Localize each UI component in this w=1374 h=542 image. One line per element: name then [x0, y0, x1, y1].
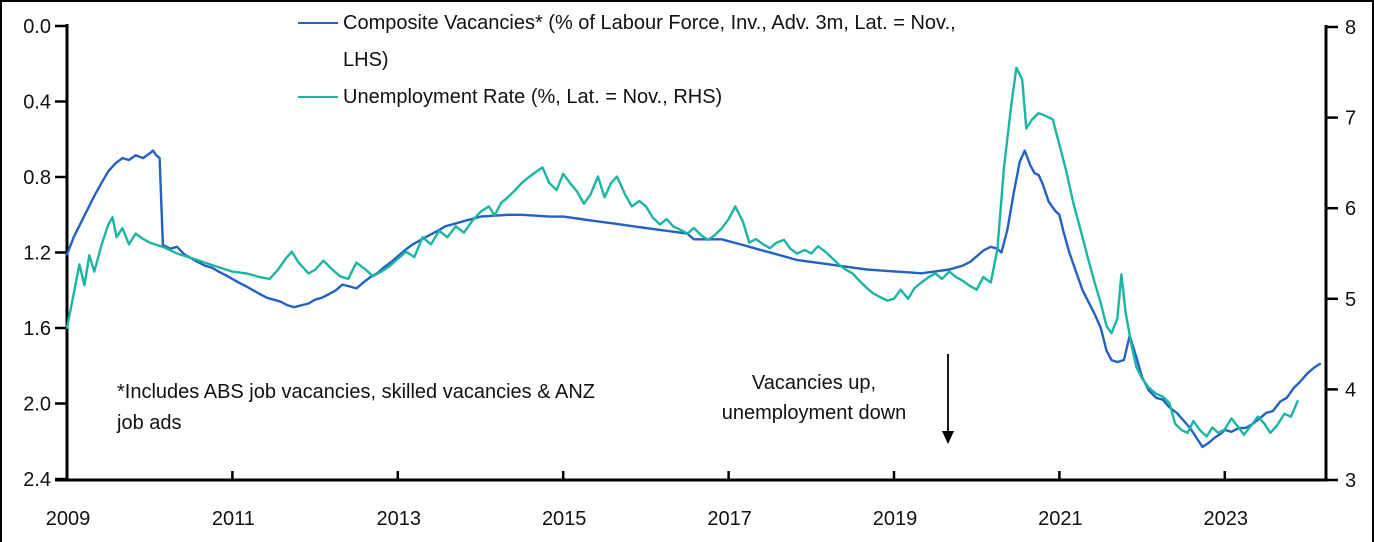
- y-left-tick-label: 0.4: [23, 92, 51, 114]
- vacancies-series-line: [65, 149, 1322, 449]
- x-tick-label: 2009: [46, 508, 91, 530]
- y-right-tick-label: 7: [1345, 108, 1356, 130]
- y-left-tick-label: 2.0: [23, 394, 51, 416]
- legend-label-unemployment-rate: Unemployment Rate (%, Lat. = Nov., RHS): [343, 79, 722, 116]
- y-left-tick-label: 0.8: [23, 167, 51, 189]
- y-right-tick-label: 6: [1345, 198, 1356, 220]
- x-tick-label: 2023: [1204, 508, 1249, 530]
- chart-footnote: *Includes ABS job vacancies, skilled vac…: [117, 381, 596, 434]
- legend-label-line: Composite Vacancies* (% of Labour Force,…: [343, 12, 956, 34]
- x-tick-label: 2013: [377, 508, 422, 530]
- chart-callout: Vacancies up, unemployment down: [694, 368, 934, 428]
- legend-label-line: LHS): [343, 49, 389, 71]
- y-right-tick-label: 5: [1345, 289, 1356, 311]
- legend-item-composite-vacancies: Composite Vacancies* (% of Labour Force,…: [298, 5, 956, 79]
- legend-label-line: Unemployment Rate (%, Lat. = Nov., RHS): [343, 86, 723, 108]
- y-left-tick-label: 2.4: [23, 469, 51, 491]
- x-tick-label: 2021: [1038, 508, 1083, 530]
- x-tick-label: 2015: [542, 508, 587, 530]
- x-tick-label: 2017: [707, 508, 752, 530]
- chart-legend: Composite Vacancies* (% of Labour Force,…: [298, 5, 956, 116]
- y-left-tick-label: 1.2: [23, 243, 51, 265]
- x-tick-label: 2019: [873, 508, 918, 530]
- callout-line-1: Vacancies up,: [751, 372, 877, 394]
- unemployment-line-swatch: [298, 96, 338, 98]
- unemployment-series-line: [65, 66, 1299, 438]
- y-right-tick-label: 3: [1345, 470, 1356, 492]
- y-left-tick-label: 0.0: [23, 16, 51, 38]
- callout-line-2: unemployment down: [721, 402, 907, 424]
- x-tick-label: 2011: [212, 508, 255, 530]
- vacancies-line-swatch: [298, 22, 338, 24]
- down-arrow-head: [942, 431, 954, 444]
- legend-item-unemployment-rate: Unemployment Rate (%, Lat. = Nov., RHS): [298, 79, 956, 116]
- y-right-tick-label: 4: [1345, 379, 1356, 401]
- y-right-tick-label: 8: [1345, 17, 1356, 39]
- y-left-tick-label: 1.6: [23, 318, 51, 340]
- legend-label-composite-vacancies: Composite Vacancies* (% of Labour Force,…: [343, 5, 956, 79]
